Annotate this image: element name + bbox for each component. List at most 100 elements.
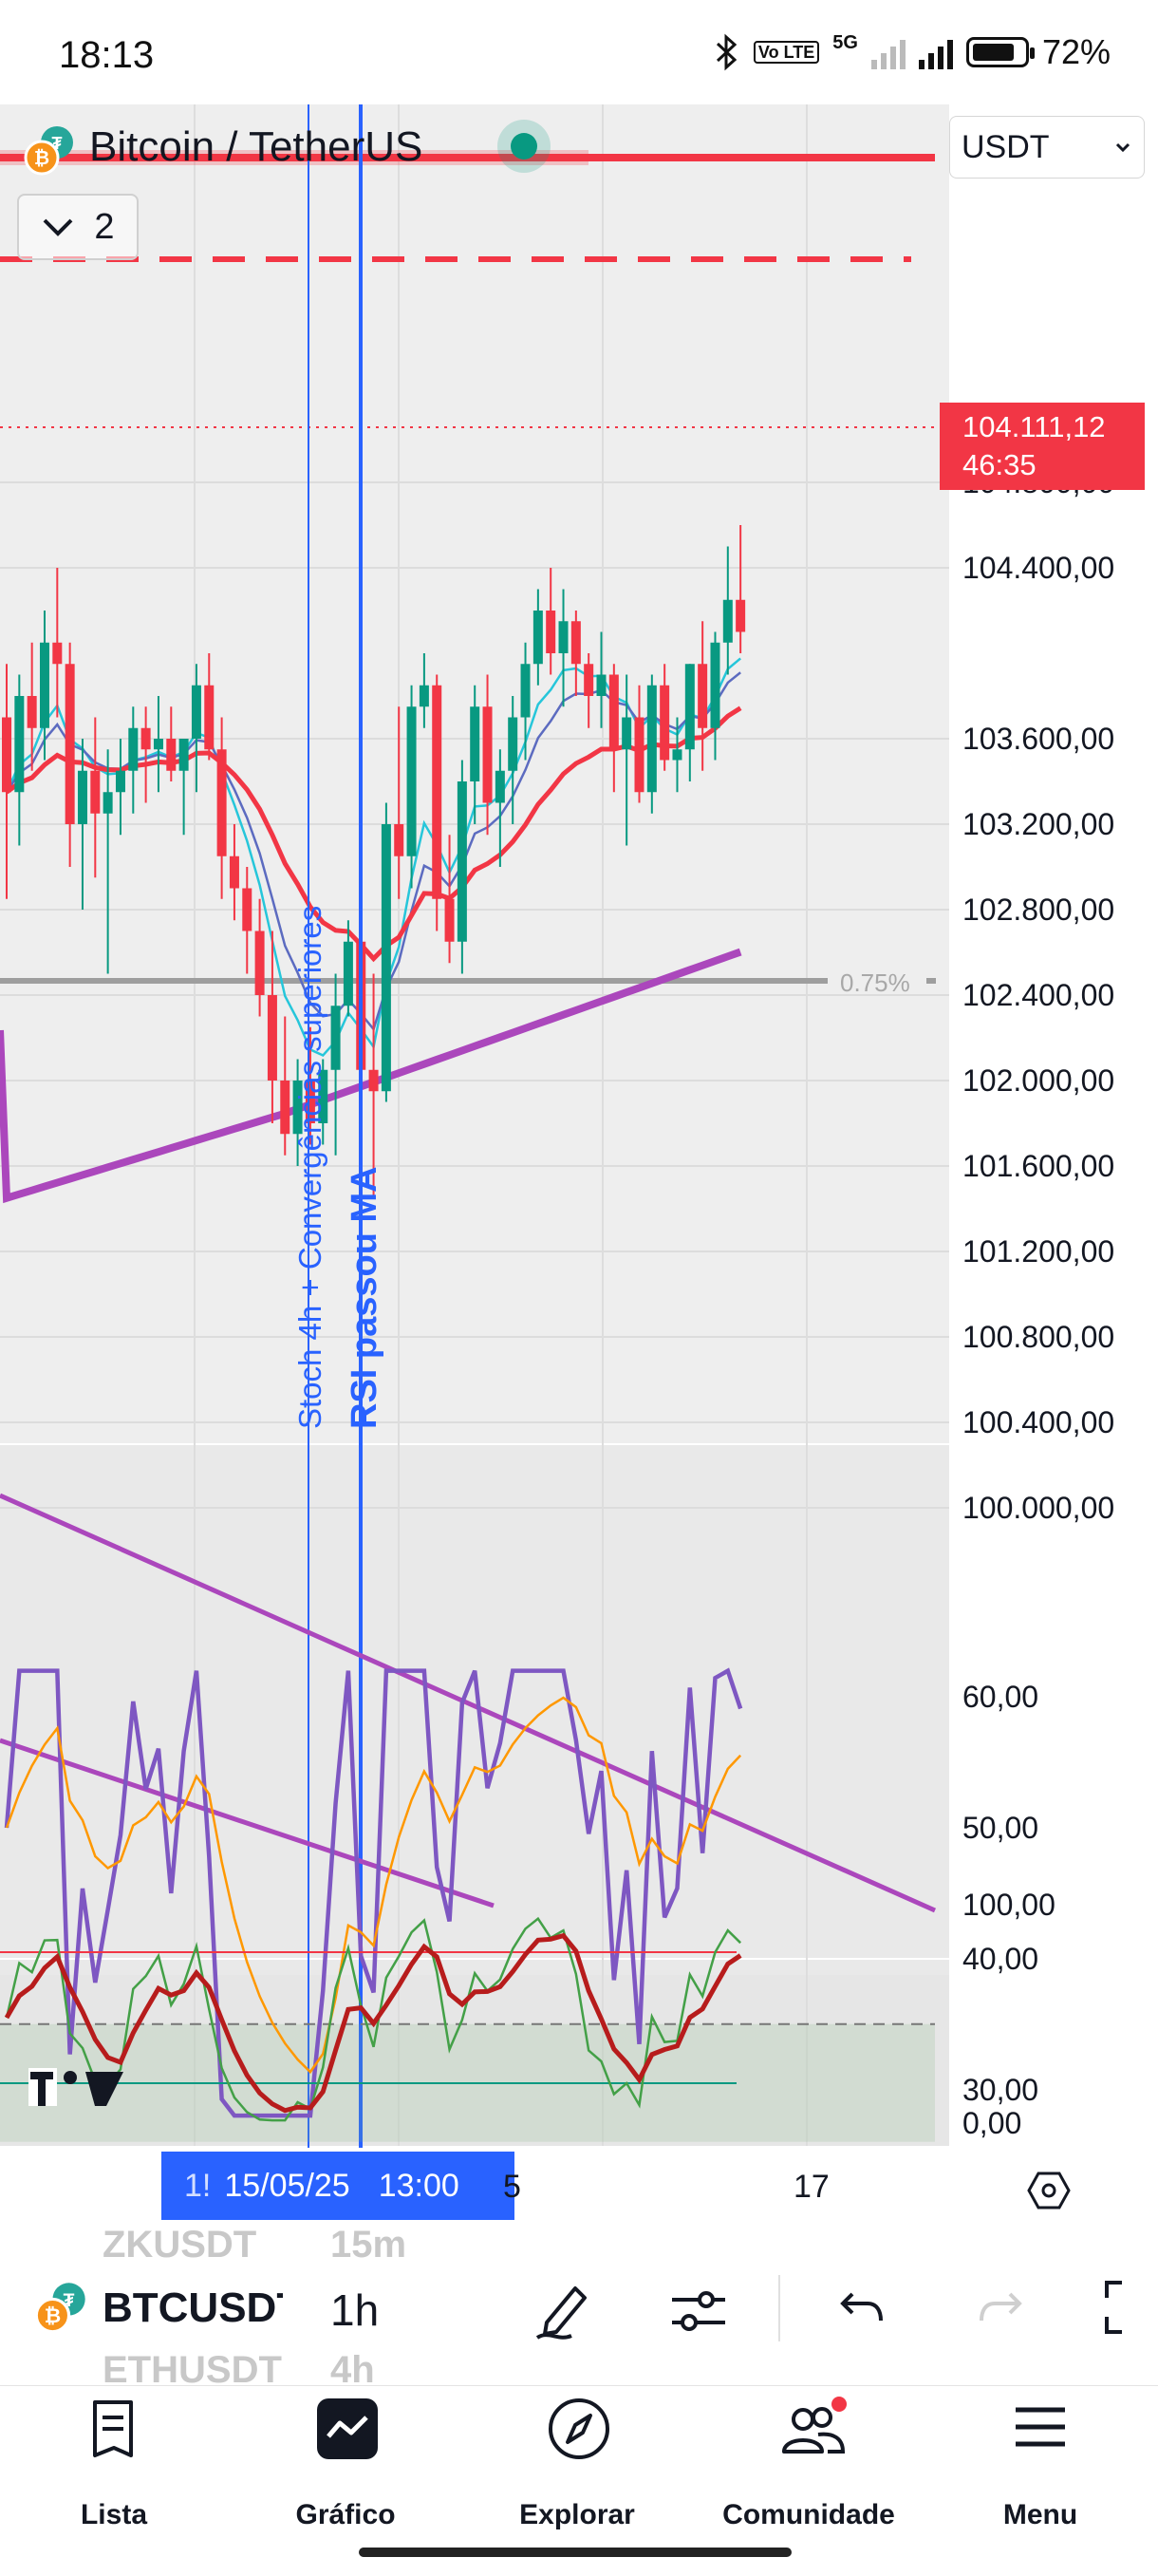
- candle-body: [178, 739, 189, 771]
- rsi-ma-line: [5, 1696, 742, 2075]
- currency-select[interactable]: USDT: [949, 116, 1145, 179]
- symbol-option-below[interactable]: ETHUSDT: [103, 2349, 282, 2391]
- candle-body: [457, 781, 467, 942]
- price-axis-label: 101.200,00: [962, 1234, 1115, 1269]
- rsi-axis-label: 50,00: [962, 1811, 1039, 1845]
- candle-body: [330, 1006, 341, 1070]
- symbol-selector[interactable]: BTCUSDT: [103, 2285, 283, 2331]
- candle-body: [570, 621, 581, 665]
- symbol-title[interactable]: Bitcoin / TetherUS: [89, 123, 423, 170]
- candle-body: [532, 611, 543, 665]
- nav-label-comunidade: Comunidade: [722, 2499, 895, 2530]
- candle-body: [77, 770, 87, 824]
- candle-body: [722, 599, 733, 643]
- undo-icon[interactable]: [839, 2288, 885, 2326]
- candle-body: [216, 749, 227, 856]
- currency-value: USDT: [962, 128, 1050, 165]
- candle-body: [419, 685, 429, 707]
- price-axis-label: 101.600,00: [962, 1149, 1115, 1183]
- candle-body: [520, 664, 531, 718]
- percent-level-label: 0.75%: [840, 968, 910, 997]
- last-price: 104.111,12: [962, 410, 1106, 443]
- candle-body: [584, 664, 594, 696]
- candle-body: [672, 749, 682, 761]
- nav-item-comunidade[interactable]: Comunidade: [714, 2393, 904, 2530]
- long-ma-line: [0, 948, 742, 1204]
- stoch-k-line: [5, 1916, 742, 2122]
- candle-body: [508, 717, 518, 771]
- candle-body: [90, 770, 101, 814]
- sliders-icon[interactable]: [668, 2283, 729, 2340]
- candle-body: [646, 685, 657, 793]
- price-axis-label: 100.400,00: [962, 1405, 1115, 1439]
- candle-body: [115, 770, 125, 793]
- crosshair-date-label: 1! 15/05/25 13:00: [161, 2152, 514, 2220]
- candle-body: [305, 1081, 315, 1123]
- price-axis-label: 100.000,00: [962, 1491, 1115, 1525]
- rsi-axis-label: 40,00: [962, 1941, 1039, 1976]
- chart-settings-icon[interactable]: [1027, 2169, 1071, 2212]
- rsi-line: [4, 1667, 743, 2118]
- stoch-axis-label: 0,00: [962, 2106, 1022, 2140]
- rsi-axis-label: 60,00: [962, 1680, 1039, 1715]
- candle-body: [406, 706, 417, 856]
- price-axis-label: 102.400,00: [962, 978, 1115, 1012]
- symbol-toolbar: [0, 2231, 1158, 2385]
- candle-body: [280, 1081, 290, 1135]
- candle-body: [432, 685, 442, 899]
- candle-body: [558, 621, 569, 653]
- status-bar: [0, 0, 1158, 104]
- svg-text:₿: ₿: [45, 2304, 61, 2327]
- candle-body: [634, 717, 644, 793]
- timeframe-selector[interactable]: 1h: [330, 2285, 380, 2335]
- candle-body: [470, 706, 480, 781]
- fullscreen-icon[interactable]: [1103, 2279, 1158, 2336]
- pen-icon[interactable]: [533, 2277, 592, 2343]
- bluetooth-icon: [716, 33, 738, 71]
- candle-body: [14, 696, 25, 793]
- svg-text:₿: ₿: [34, 148, 49, 169]
- date-label-17: 17: [794, 2169, 830, 2205]
- annotation-stoch-text: Stoch 4h + Convergências superiores: [292, 906, 327, 1429]
- crosshair-date: 15/05/25: [224, 2167, 350, 2204]
- indicators-count: 2: [94, 206, 115, 247]
- network-type: 5G: [832, 32, 858, 53]
- nav-item-menu[interactable]: Menu: [945, 2393, 1135, 2530]
- candle-body: [103, 792, 113, 814]
- volte-icon: Vo LTE: [753, 41, 820, 64]
- horizontal-line-top-highlight: [0, 150, 588, 165]
- horizontal-line-top: [0, 154, 935, 161]
- candle-body: [292, 1081, 303, 1135]
- svg-text:₮: ₮: [52, 134, 63, 153]
- candle-body: [343, 941, 353, 1006]
- rsi-axis-label: 30,00: [962, 2072, 1039, 2107]
- stoch-pane-bg: [0, 1975, 949, 2146]
- price-axis-label: 102.800,00: [962, 893, 1115, 927]
- candle-body: [254, 931, 265, 995]
- price-axis-label: 103.600,00: [962, 722, 1115, 756]
- timeframe-option-above[interactable]: 15m: [330, 2224, 407, 2266]
- caret-down-icon: [1115, 142, 1130, 153]
- nav-item-grafico[interactable]: Gráfico: [251, 2393, 440, 2530]
- gesture-bar[interactable]: [359, 2548, 792, 2557]
- candle-body: [229, 856, 239, 889]
- stoch-d-line: [4, 1932, 742, 2114]
- toolbar-divider: [778, 2275, 780, 2341]
- symbol-option-above[interactable]: ZKUSDT: [103, 2224, 257, 2266]
- nav-item-lista[interactable]: Lista: [19, 2393, 209, 2530]
- nav-label-menu: Menu: [1002, 2499, 1078, 2530]
- nav-item-explorar[interactable]: Explorar: [482, 2393, 672, 2530]
- tradingview-logo: [28, 2068, 123, 2106]
- bitcoin-coin-icon-small: ₮ ₿: [34, 2283, 85, 2334]
- timeframe-option-below[interactable]: 4h: [330, 2349, 375, 2391]
- rsi-trendline-upper: [0, 1493, 937, 1913]
- redo-icon[interactable]: [978, 2288, 1023, 2326]
- chart-canvas[interactable]: 0.75% Stoch 4h + Convergências superiores…: [0, 104, 1158, 2231]
- live-dot: [511, 133, 537, 160]
- tv-logo-dot: [64, 2071, 77, 2084]
- signal-icon: [870, 35, 906, 69]
- indicators-collapse-button[interactable]: 2: [17, 194, 139, 260]
- stoch-axis-label: 100,00: [962, 1888, 1055, 1922]
- candle-body: [140, 727, 151, 750]
- date-label-partial: 5: [503, 2169, 521, 2205]
